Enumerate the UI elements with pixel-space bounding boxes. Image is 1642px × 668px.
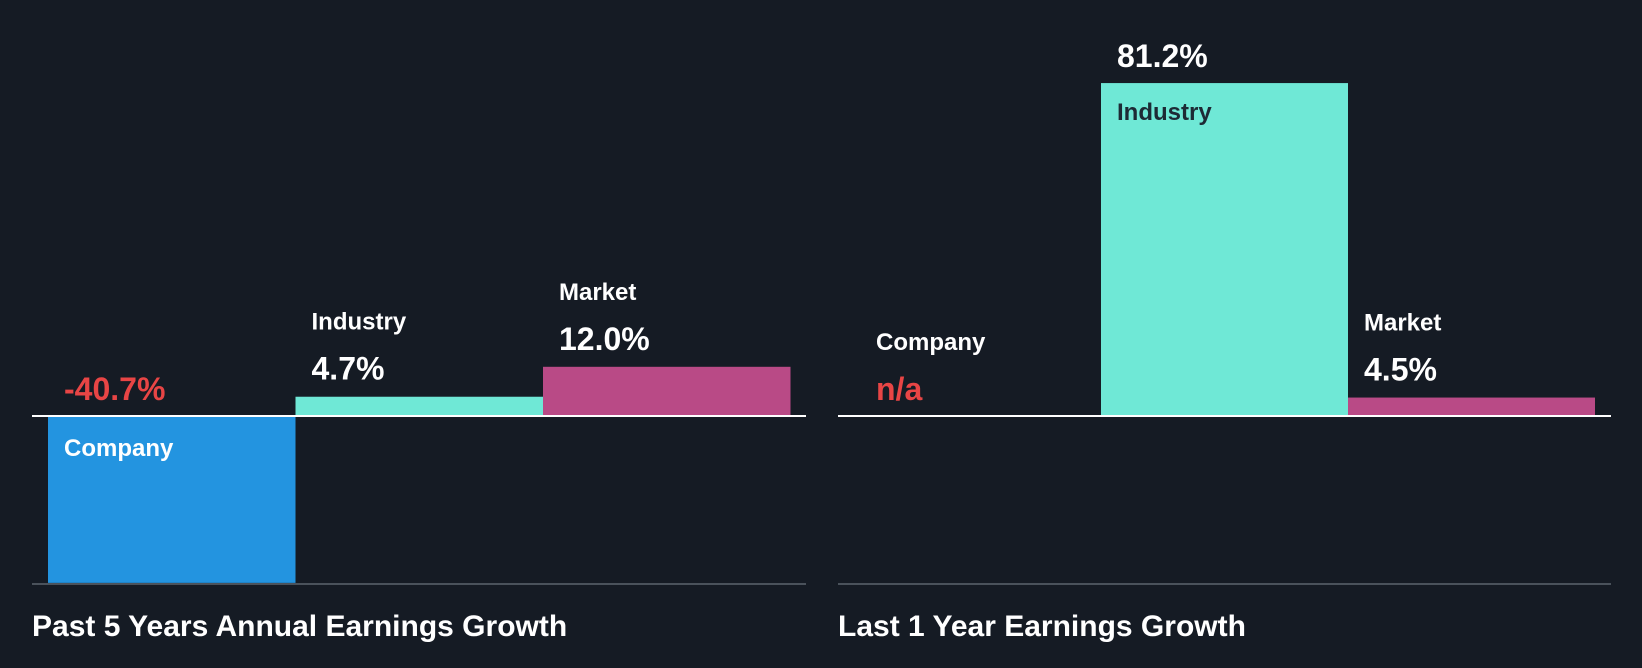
bar-market	[1348, 398, 1595, 416]
category-label-market: Market	[559, 279, 636, 306]
chart-title: Last 1 Year Earnings Growth	[838, 610, 1246, 643]
category-label-company: Company	[876, 329, 986, 356]
chart-panel-2: Company n/a 81.2% Industry 4.5% Market Last 1 …	[838, 38, 1611, 643]
bar-industry	[1101, 83, 1348, 416]
value-label-market: 4.5%	[1364, 352, 1437, 388]
bar-industry	[296, 397, 544, 416]
value-label-industry: 81.2%	[1117, 38, 1208, 74]
category-label-industry: Industry	[312, 309, 407, 336]
bar-market	[543, 367, 791, 416]
category-label-industry: Industry	[1117, 99, 1212, 126]
category-label-market: Market	[1364, 310, 1441, 337]
value-label-company: -40.7%	[64, 371, 165, 407]
value-label-industry: 4.7%	[312, 351, 385, 387]
category-label-company: Company	[64, 435, 174, 462]
value-label-market: 12.0%	[559, 321, 650, 357]
chart-title: Past 5 Years Annual Earnings Growth	[32, 610, 567, 643]
value-label-company: n/a	[876, 371, 922, 407]
chart-panel-1: Company -40.7% 4.7% Industry 12.0% Market Past…	[32, 279, 806, 643]
